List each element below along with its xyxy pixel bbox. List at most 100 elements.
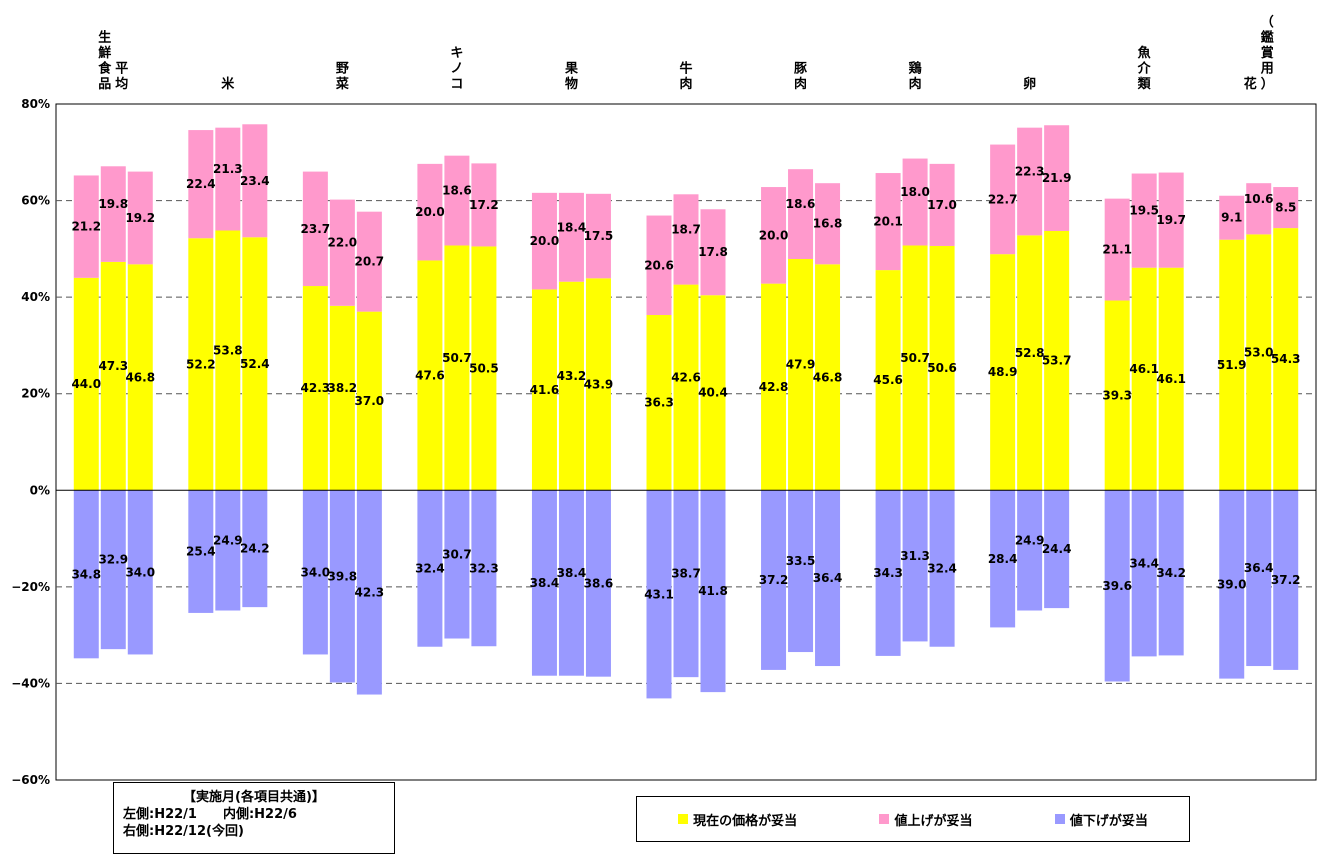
bar-current [471, 246, 497, 491]
data-label-increase: 22.3 [1015, 164, 1045, 178]
bar-current [990, 254, 1016, 491]
data-label-increase: 20.1 [873, 215, 903, 229]
bar-current [761, 283, 787, 491]
bar-increase [1158, 172, 1184, 268]
data-label-decrease: 38.6 [584, 576, 614, 590]
data-label-increase: 19.2 [125, 211, 155, 225]
bar-decrease [1044, 490, 1070, 609]
data-label-current: 47.9 [786, 358, 816, 372]
bar-current [700, 295, 726, 491]
category-label-char: 肉 [794, 76, 807, 92]
data-label-current: 52.2 [186, 357, 216, 371]
legend-label-current: 現在の価格が妥当 [693, 813, 798, 829]
data-label-decrease: 25.4 [186, 545, 216, 559]
data-label-current: 51.9 [1217, 358, 1247, 372]
data-label-increase: 22.4 [186, 177, 216, 191]
category-label-char: 用 [1260, 62, 1274, 77]
data-label-current: 42.3 [301, 381, 331, 395]
data-label-increase: 21.3 [213, 162, 243, 176]
bar-decrease [558, 490, 584, 676]
bar-increase [1104, 198, 1130, 301]
category-label-char: 類 [1137, 77, 1152, 92]
data-label-decrease: 34.8 [71, 567, 101, 581]
data-label-current: 43.2 [557, 369, 587, 383]
bar-current [1219, 239, 1245, 491]
category-label-char: 菜 [335, 76, 349, 92]
category-label-char: 物 [565, 76, 578, 92]
y-tick-label: −20% [11, 580, 50, 594]
bar-decrease [127, 490, 153, 655]
data-label-current: 42.8 [759, 380, 789, 394]
category-label-char: 果 [564, 62, 578, 77]
data-label-current: 52.4 [240, 357, 270, 371]
data-label-increase: 22.7 [988, 192, 1018, 206]
bar-current [73, 277, 99, 491]
legend-label-decrease: 値下げが妥当 [1069, 813, 1148, 829]
data-label-current: 46.8 [813, 370, 843, 384]
data-label-increase: 22.0 [328, 236, 358, 250]
data-label-decrease: 28.4 [988, 552, 1018, 566]
bar-current [417, 260, 443, 491]
bar-current [1273, 228, 1299, 491]
legend-item-increase: 値上げが妥当 [879, 810, 973, 829]
data-label-decrease: 41.8 [698, 584, 728, 598]
category-label-char: 品 [98, 77, 111, 92]
bar-decrease [215, 490, 241, 611]
bar-current [356, 311, 382, 491]
data-label-current: 53.0 [1244, 345, 1274, 359]
data-label-decrease: 38.4 [530, 576, 560, 590]
data-label-current: 46.8 [125, 370, 155, 384]
bar-current [1017, 235, 1043, 491]
data-label-decrease: 24.4 [1042, 542, 1072, 556]
category-label-char: 豚 [794, 62, 808, 77]
data-label-current: 36.3 [644, 396, 674, 410]
bar-decrease [531, 490, 557, 676]
bar-decrease [990, 490, 1016, 628]
y-tick-label: 0% [30, 483, 50, 497]
legend-swatch-increase [879, 814, 890, 824]
bar-increase [990, 144, 1016, 255]
bar-decrease [700, 490, 726, 693]
bar-increase [471, 163, 497, 247]
data-label-increase: 17.5 [584, 229, 614, 243]
data-label-increase: 21.9 [1042, 171, 1072, 185]
bar-increase [188, 130, 214, 239]
bar-increase [646, 215, 672, 316]
bar-decrease [188, 490, 214, 613]
bar-decrease [929, 490, 955, 647]
category-label-char: ） [1261, 76, 1274, 92]
data-label-current: 42.6 [671, 370, 701, 384]
data-label-decrease: 36.4 [1244, 561, 1274, 575]
y-tick-label: 40% [21, 290, 50, 304]
bar-increase [929, 163, 955, 246]
y-tick-label: −40% [11, 676, 50, 690]
data-label-decrease: 43.1 [644, 587, 674, 601]
bar-increase [302, 171, 328, 287]
data-label-increase: 23.4 [240, 174, 270, 188]
category-label-char: 賞 [1261, 45, 1274, 61]
bar-current [673, 284, 699, 491]
data-label-increase: 20.0 [759, 228, 789, 242]
data-label-decrease: 30.7 [442, 547, 472, 561]
bar-decrease [875, 490, 901, 656]
bar-decrease [302, 490, 328, 655]
data-label-decrease: 39.6 [1102, 579, 1132, 593]
category-label-char: （ [1261, 14, 1274, 30]
data-label-current: 52.8 [1015, 346, 1045, 360]
category-label-char: 食 [98, 61, 112, 77]
category-label-char: ノ [450, 62, 463, 77]
legend-swatch-current [678, 814, 689, 824]
bar-decrease [646, 490, 672, 699]
bar-current [100, 261, 126, 491]
bar-increase [1246, 183, 1272, 235]
data-label-decrease: 34.3 [873, 566, 903, 580]
data-label-increase: 20.7 [355, 255, 385, 269]
category-label-char: 鶏 [909, 61, 922, 77]
data-label-current: 37.0 [355, 394, 385, 408]
data-label-decrease: 24.9 [213, 533, 243, 547]
bar-decrease [1273, 490, 1299, 670]
data-label-increase: 20.0 [530, 234, 560, 248]
bar-current [929, 245, 955, 491]
data-label-increase: 18.6 [786, 197, 816, 211]
